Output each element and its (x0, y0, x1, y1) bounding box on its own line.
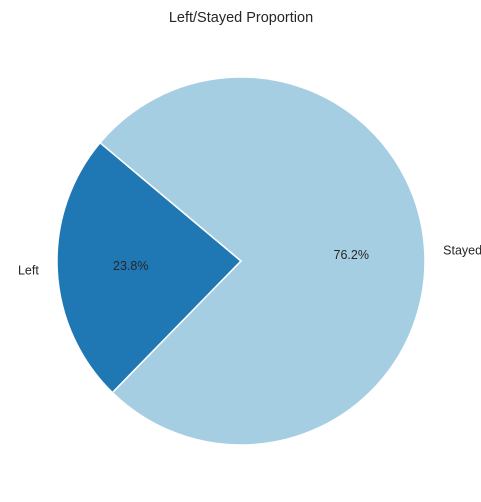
pie-slices (56, 76, 426, 446)
pie-slice-left (56, 141, 242, 394)
slice-label-left: Left (18, 263, 39, 277)
pie-labels: Left 23.8% Stayed 76.2% (18, 243, 481, 277)
slice-label-stayed: Stayed (443, 243, 481, 257)
chart-title: Left/Stayed Proportion (169, 10, 313, 26)
slice-percent-stayed: 76.2% (334, 248, 369, 262)
slice-percent-left: 23.8% (113, 259, 148, 273)
pie-slice-stayed (99, 76, 426, 446)
